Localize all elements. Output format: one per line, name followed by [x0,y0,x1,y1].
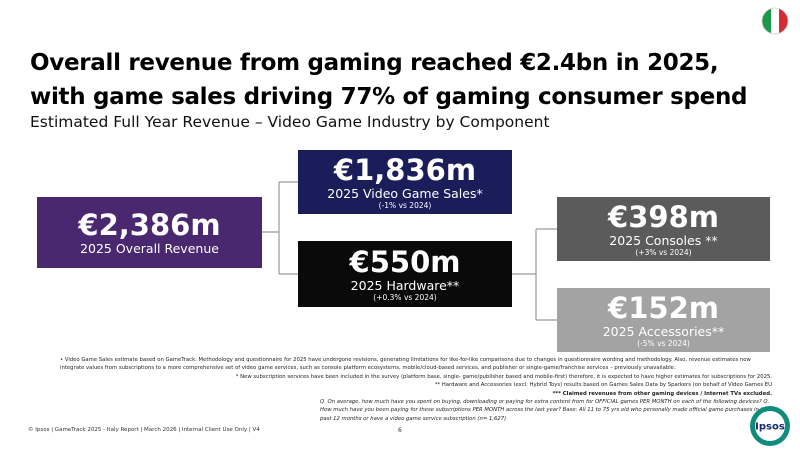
box-value: €550m [349,244,461,279]
footer: © Ipsos | GameTrack 2025 - Italy Report … [28,427,260,433]
box-video-game-sales: €1,836m 2025 Video Game Sales* (-1% vs 2… [298,150,512,214]
box-change: (+0.3% vs 2024) [373,292,437,302]
page-number: 6 [398,427,402,434]
box-value: €398m [608,199,719,234]
box-change: (-1% vs 2024) [378,200,432,210]
footnote: * New subscription services have been in… [235,373,772,380]
box-label: 2025 Overall Revenue [80,241,219,256]
subtitle: Estimated Full Year Revenue – Video Game… [30,113,550,131]
footnote: *** Claimed revenues from other gaming d… [552,390,772,397]
box-label: 2025 Accessories** [602,323,725,339]
box-change: (-5% vs 2024) [637,338,690,348]
italy-flag [761,7,789,35]
box-label: 2025 Video Game Sales* [327,185,483,201]
logo-text: Ipsos [755,422,785,433]
box-label: 2025 Hardware** [350,277,460,293]
title-line: Overall revenue from gaming reached €2.4… [30,50,719,76]
footnote: • Video Game Sales estimate based on Gam… [60,357,751,372]
box-accessories: €152m 2025 Accessories** (-5% vs 2024) [557,288,770,352]
box-value: €1,836m [333,152,477,187]
footnotes: • Video Game Sales estimate based on Gam… [60,356,772,423]
box-value: €2,386m [78,208,221,242]
box-consoles: €398m 2025 Consoles ** (+3% vs 2024) [557,197,770,261]
footnote: Q. On average, how much have you spent o… [320,399,770,422]
box-hardware: €550m 2025 Hardware** (+0.3% vs 2024) [298,241,512,307]
box-value: €152m [608,290,719,325]
footnote: ** Hardware and Accessories (excl. Hybri… [434,382,772,389]
title-line: with game sales driving 77% of gaming co… [30,84,748,110]
title: Overall revenue from gaming reached €2.4… [30,46,748,114]
box-change: (+3% vs 2024) [635,247,692,257]
box-label: 2025 Consoles ** [609,232,718,248]
box-overall: €2,386m 2025 Overall Revenue [37,197,262,268]
logo: Ipsos [750,406,790,446]
